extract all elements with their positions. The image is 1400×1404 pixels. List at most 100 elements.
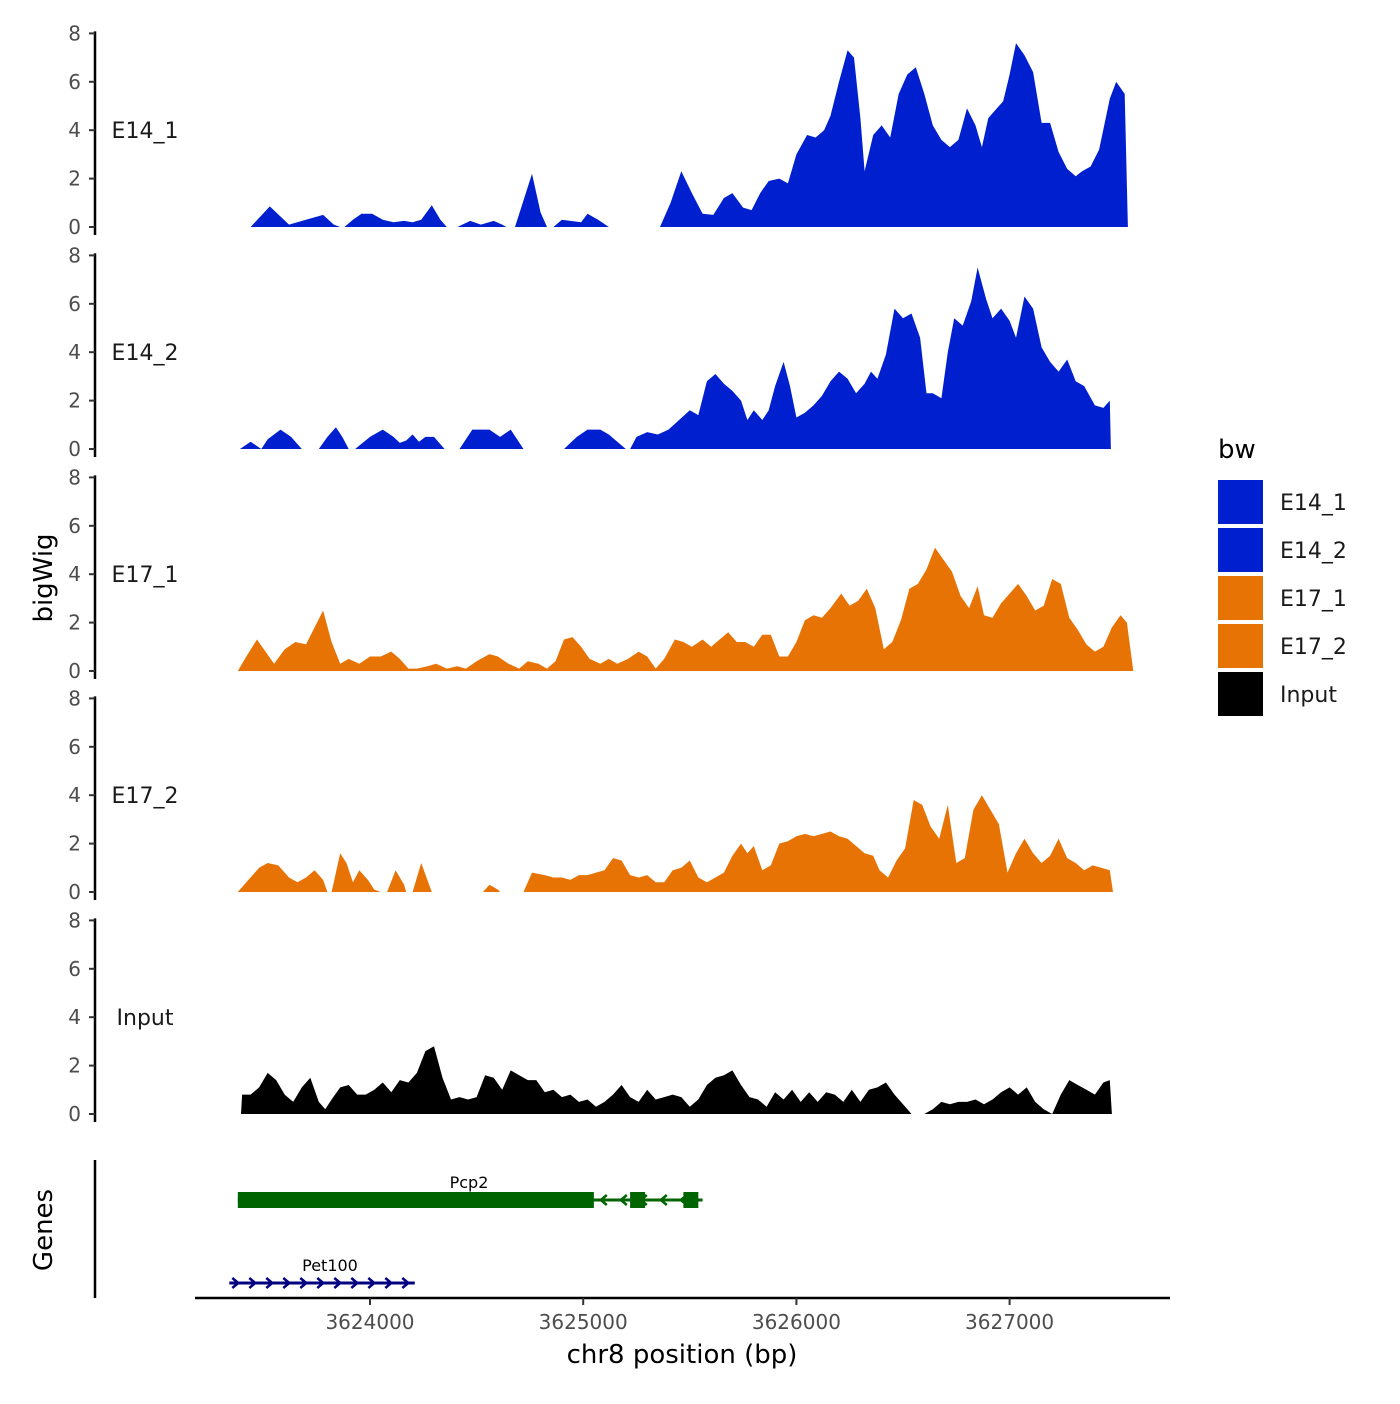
strand-arrow <box>478 1194 488 1206</box>
strand-arrow <box>333 1277 343 1289</box>
y-tick-label: 8 <box>68 908 81 932</box>
legend-item: E17_2 <box>1218 624 1347 668</box>
y-tick-label: 2 <box>68 167 81 191</box>
y-tick-label: 0 <box>68 215 81 239</box>
strand-arrow <box>299 1277 309 1289</box>
legend-swatch <box>1218 624 1263 668</box>
track-E17_1: 0 2 4 6 8 E17_1 <box>68 465 1134 683</box>
x-tick-label: 3624000 <box>325 1310 414 1334</box>
track-label: E14_2 <box>112 341 179 366</box>
y-tick-label: 4 <box>68 783 81 807</box>
strand-arrow <box>384 1277 394 1289</box>
strand-arrow <box>638 1194 648 1206</box>
strand-arrow <box>248 1277 258 1289</box>
legend-label: Input <box>1280 683 1337 708</box>
area-Input <box>241 1046 1112 1114</box>
track-Input: 0 2 4 6 8 Input <box>68 908 1112 1126</box>
track-E17_2: 0 2 4 6 8 E17_2 <box>68 686 1114 904</box>
y-tick-label: 0 <box>68 1102 81 1126</box>
legend-item: E17_1 <box>1218 576 1347 620</box>
y-tick-label: 4 <box>68 1005 81 1029</box>
y-tick-label: 8 <box>68 243 81 267</box>
gene-track-title: Genes <box>29 1189 59 1271</box>
area-E17_2 <box>237 795 1114 892</box>
strand-arrow <box>618 1194 628 1206</box>
x-tick-label: 3625000 <box>539 1310 628 1334</box>
legend-swatch <box>1218 672 1263 716</box>
y-axis-title: bigWig <box>29 533 59 622</box>
track-label: E14_1 <box>112 119 179 144</box>
y-tick-label: 2 <box>68 611 81 635</box>
strand-arrow <box>458 1194 468 1206</box>
y-tick-label: 6 <box>68 70 81 94</box>
strand-arrow <box>265 1277 275 1289</box>
y-tick-label: 4 <box>68 340 81 364</box>
strand-arrow <box>338 1194 348 1206</box>
x-axis-title: chr8 position (bp) <box>567 1340 798 1370</box>
gene-label: Pet100 <box>302 1256 358 1275</box>
y-tick-label: 8 <box>68 686 81 710</box>
y-tick-label: 6 <box>68 957 81 981</box>
strand-arrow <box>558 1194 568 1206</box>
strand-arrow <box>678 1194 688 1206</box>
legend-swatch <box>1218 480 1263 524</box>
strand-arrow <box>350 1277 360 1289</box>
strand-arrow <box>358 1194 368 1206</box>
y-tick-label: 8 <box>68 21 81 45</box>
area-E14_1 <box>237 43 1128 227</box>
strand-arrow <box>438 1194 448 1206</box>
strand-arrow <box>518 1194 528 1206</box>
x-axis: 3624000 3625000 3626000 3627000 <box>195 1296 1170 1334</box>
exon <box>630 1192 646 1208</box>
y-tick-label: 2 <box>68 389 81 413</box>
legend-swatch <box>1218 528 1263 572</box>
legend-label: E17_2 <box>1280 635 1347 660</box>
track-E14_2: 0 2 4 6 8 E14_2 <box>68 243 1111 461</box>
strand-arrow <box>282 1277 292 1289</box>
legend-label: E14_2 <box>1280 539 1347 564</box>
x-tick-label: 3626000 <box>752 1310 841 1334</box>
legend: bw E14_1 E14_2 E17_1 E17_2 Input <box>1218 435 1347 716</box>
strand-arrow <box>598 1194 608 1206</box>
strand-arrow <box>578 1194 588 1206</box>
y-tick-label: 6 <box>68 292 81 316</box>
strand-arrow <box>658 1194 668 1206</box>
strand-arrow <box>538 1194 548 1206</box>
y-tick-label: 6 <box>68 514 81 538</box>
area-E17_1 <box>237 547 1134 671</box>
strand-arrow <box>418 1194 428 1206</box>
strand-arrow <box>498 1194 508 1206</box>
strand-arrow <box>401 1277 411 1289</box>
x-tick-label: 3627000 <box>965 1310 1054 1334</box>
y-tick-label: 0 <box>68 437 81 461</box>
strand-arrow <box>238 1194 248 1206</box>
strand-arrow <box>258 1194 268 1206</box>
gene-track: Pcp2 Pet100 <box>93 1160 703 1298</box>
strand-arrow <box>231 1277 241 1289</box>
strand-arrow <box>316 1277 326 1289</box>
track-label: Input <box>117 1006 174 1031</box>
legend-swatch <box>1218 576 1263 620</box>
strand-arrow <box>318 1194 328 1206</box>
legend-item: Input <box>1218 672 1337 716</box>
area-E14_2 <box>239 267 1111 449</box>
strand-arrow <box>367 1277 377 1289</box>
strand-arrow <box>298 1194 308 1206</box>
track-label: E17_1 <box>112 563 179 588</box>
y-tick-label: 4 <box>68 118 81 142</box>
y-tick-label: 8 <box>68 465 81 489</box>
y-tick-label: 0 <box>68 659 81 683</box>
y-tick-label: 2 <box>68 1054 81 1078</box>
track-label: E17_2 <box>112 784 179 809</box>
y-tick-label: 6 <box>68 735 81 759</box>
strand-arrow <box>278 1194 288 1206</box>
strand-arrow <box>398 1194 408 1206</box>
legend-item: E14_1 <box>1218 480 1347 524</box>
legend-label: E14_1 <box>1280 491 1347 516</box>
strand-arrow <box>378 1194 388 1206</box>
track-E14_1: 0 2 4 6 8 E14_1 <box>68 21 1128 239</box>
y-tick-label: 2 <box>68 832 81 856</box>
gene-Pcp2: Pcp2 <box>237 1173 703 1208</box>
